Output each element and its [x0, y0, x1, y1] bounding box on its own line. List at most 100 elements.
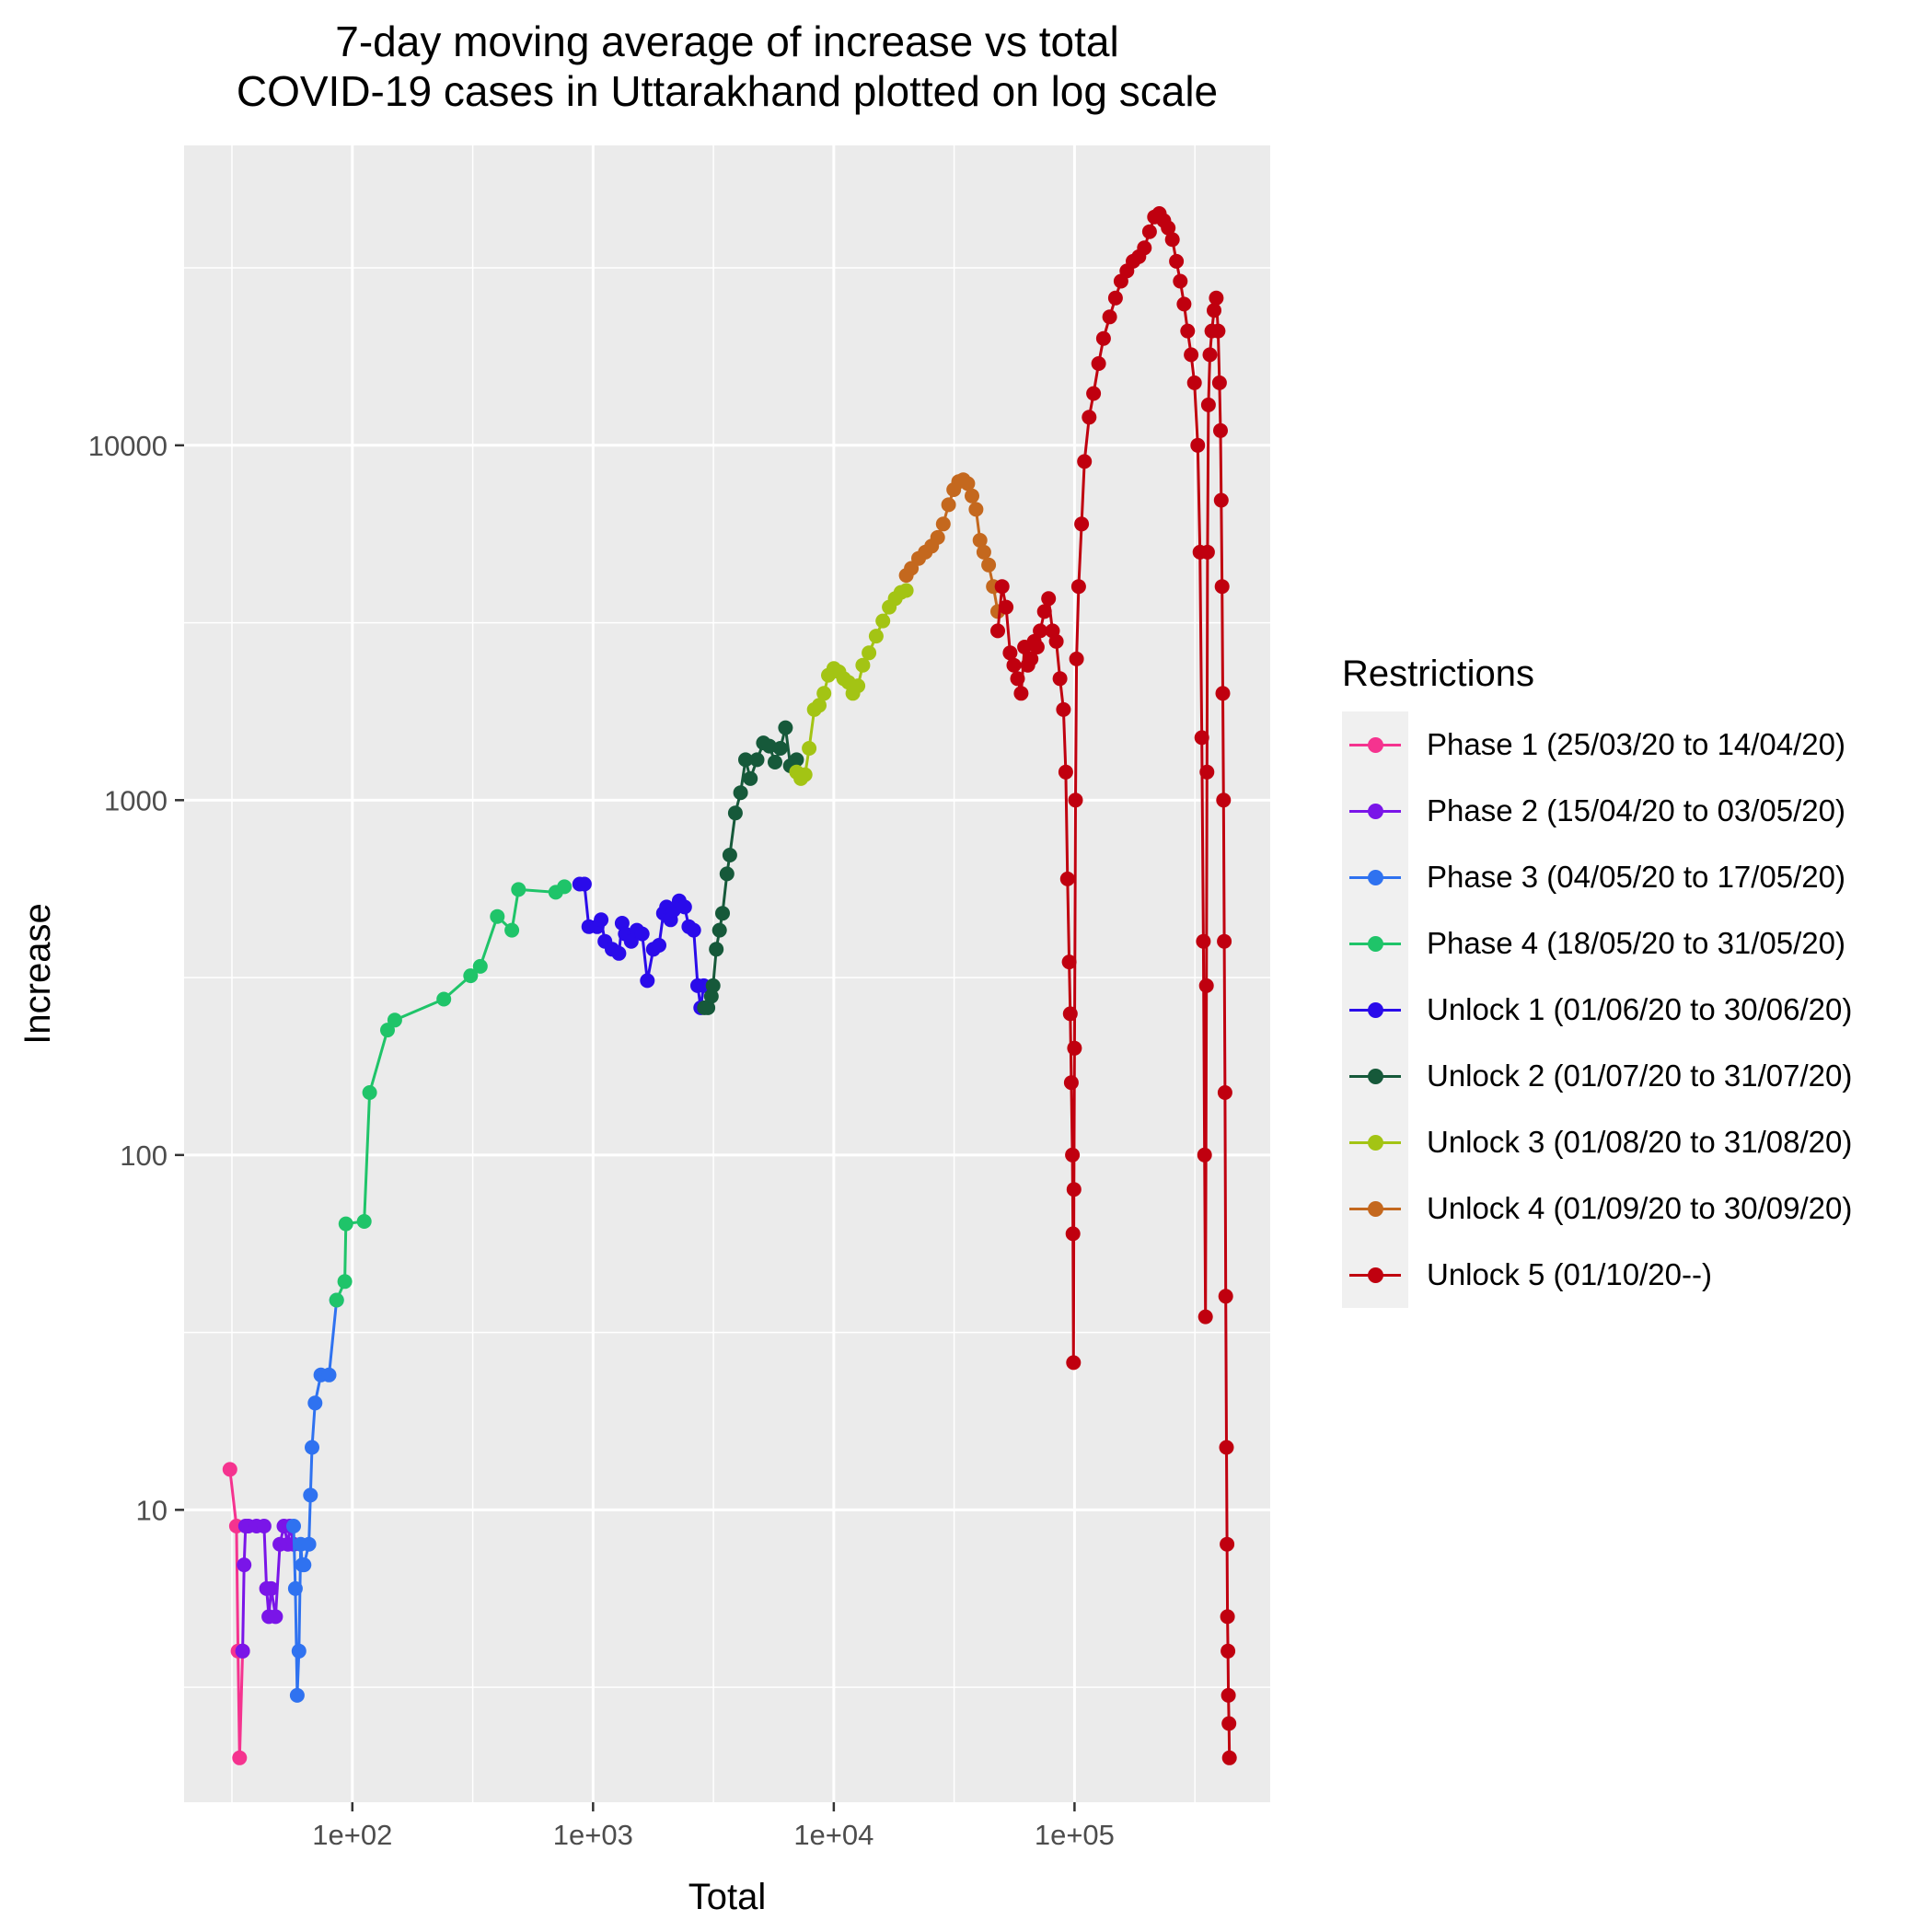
- data-point: [778, 720, 793, 735]
- data-point: [1221, 1716, 1237, 1731]
- data-point: [463, 968, 479, 984]
- data-point: [733, 785, 748, 801]
- legend-item: Unlock 5 (01/10/20--): [1342, 1242, 1913, 1308]
- legend-item: Unlock 4 (01/09/20 to 30/09/20): [1342, 1175, 1913, 1242]
- legend-item: Phase 1 (25/03/20 to 14/04/20): [1342, 711, 1913, 778]
- data-point: [307, 1395, 323, 1411]
- legend-key-point: [1368, 804, 1383, 819]
- data-point: [1216, 792, 1232, 808]
- data-point: [329, 1292, 344, 1308]
- data-point: [981, 557, 997, 573]
- data-point: [1213, 422, 1228, 438]
- data-point: [990, 623, 1005, 639]
- data-point: [722, 848, 737, 862]
- data-point: [1221, 1643, 1236, 1659]
- data-point: [1211, 375, 1227, 390]
- data-point: [263, 1580, 279, 1596]
- legend-label: Unlock 3 (01/08/20 to 31/08/20): [1427, 1125, 1853, 1159]
- legend: Restrictions Phase 1 (25/03/20 to 14/04/…: [1342, 654, 1913, 1308]
- series-7: [898, 472, 1005, 619]
- data-point: [976, 544, 991, 560]
- data-point: [875, 613, 891, 629]
- data-point: [268, 1609, 283, 1625]
- series-6: [789, 583, 914, 786]
- legend-key-point: [1368, 1002, 1383, 1018]
- data-point: [686, 922, 701, 938]
- data-point: [812, 698, 827, 713]
- data-point: [802, 741, 817, 756]
- data-point: [1077, 454, 1093, 469]
- data-point: [1176, 296, 1192, 312]
- y-axis: 10 100 1000 10000: [88, 430, 184, 1526]
- data-point: [1141, 224, 1157, 239]
- legend-label: Phase 1 (25/03/20 to 14/04/20): [1427, 727, 1846, 761]
- data-point: [1107, 290, 1123, 306]
- data-point: [1068, 792, 1083, 808]
- data-point: [640, 973, 655, 989]
- data-point: [1220, 1609, 1235, 1625]
- data-point: [511, 882, 526, 897]
- data-point: [1200, 397, 1216, 412]
- data-point: [898, 583, 914, 598]
- data-point: [287, 1580, 303, 1596]
- data-point: [1082, 410, 1097, 425]
- data-point: [1002, 645, 1018, 661]
- data-point: [727, 805, 743, 821]
- data-point: [749, 752, 765, 768]
- legend-label: Unlock 1 (01/06/20 to 30/06/20): [1427, 992, 1853, 1026]
- x-tick-label: 1e+05: [1035, 1819, 1115, 1851]
- data-point: [968, 502, 984, 517]
- legend-item: Unlock 3 (01/08/20 to 31/08/20): [1342, 1109, 1913, 1175]
- data-point: [362, 1085, 377, 1100]
- data-point: [700, 1000, 716, 1015]
- data-point: [789, 752, 804, 768]
- data-point: [930, 529, 945, 545]
- data-point: [286, 1519, 301, 1533]
- legend-key: [1342, 1175, 1408, 1242]
- data-point: [941, 497, 956, 513]
- legend-key-point: [1368, 1135, 1383, 1151]
- data-point: [1066, 1355, 1082, 1371]
- data-point: [1010, 671, 1025, 687]
- data-point: [1029, 640, 1045, 654]
- data-point: [816, 686, 832, 701]
- y-tick-label: 10000: [88, 430, 168, 462]
- data-point: [1186, 375, 1202, 390]
- data-point: [1061, 954, 1077, 970]
- data-point: [504, 922, 520, 938]
- data-point: [623, 933, 639, 949]
- legend-key: [1342, 1242, 1408, 1308]
- legend-label: Unlock 2 (01/07/20 to 31/07/20): [1427, 1059, 1853, 1093]
- y-tick-label: 1000: [104, 784, 168, 816]
- legend-key: [1342, 977, 1408, 1043]
- data-point: [743, 770, 758, 786]
- data-point: [1184, 347, 1199, 363]
- series-layer: [222, 206, 1237, 1765]
- data-point: [337, 1274, 353, 1290]
- data-point: [436, 991, 452, 1007]
- plot-panel: [184, 145, 1270, 1802]
- y-axis-title: Increase: [17, 903, 58, 1044]
- data-point: [1086, 386, 1102, 401]
- data-point: [1221, 1750, 1237, 1765]
- data-point: [387, 1012, 402, 1028]
- data-point: [296, 1557, 312, 1573]
- data-point: [1164, 232, 1180, 248]
- data-point: [850, 678, 866, 694]
- data-point: [855, 657, 871, 673]
- series-8: [990, 206, 1237, 1765]
- x-axis: 1e+02 1e+03 1e+04 1e+05: [312, 1802, 1115, 1851]
- grid-major: [184, 145, 1270, 1802]
- data-point: [1066, 1182, 1082, 1197]
- data-point: [1199, 544, 1215, 560]
- legend-items: Phase 1 (25/03/20 to 14/04/20) Phase 2 (1…: [1342, 711, 1913, 1308]
- data-point: [1199, 764, 1215, 780]
- legend-label: Unlock 5 (01/10/20--): [1427, 1257, 1712, 1291]
- data-point: [1065, 1226, 1081, 1242]
- data-point: [1180, 323, 1196, 339]
- data-point: [1006, 657, 1022, 673]
- chart-title: 7-day moving average of increase vs tota…: [0, 17, 1454, 116]
- legend-key: [1342, 1109, 1408, 1175]
- legend-item: Phase 2 (15/04/20 to 03/05/20): [1342, 778, 1913, 844]
- legend-label: Phase 4 (18/05/20 to 31/05/20): [1427, 926, 1846, 960]
